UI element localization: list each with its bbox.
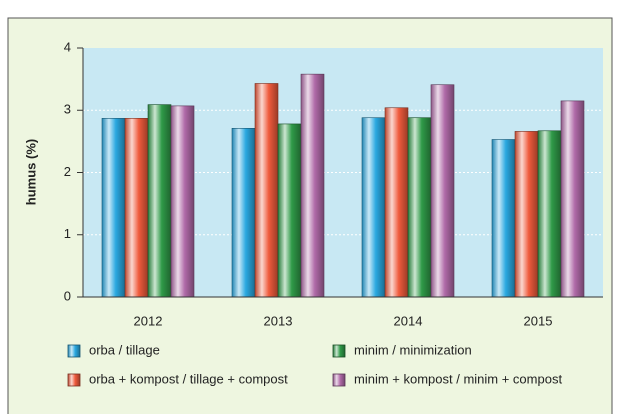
bar <box>300 73 325 298</box>
y-axis-label: humus (%) <box>23 139 38 205</box>
legend-swatch <box>332 344 346 358</box>
bar <box>147 104 172 298</box>
y-tick-label: 0 <box>64 288 71 303</box>
y-tick-label: 2 <box>64 164 71 179</box>
x-tick-label: 2012 <box>134 313 163 328</box>
x-tick-label: 2013 <box>264 313 293 328</box>
bar <box>101 118 126 298</box>
bar <box>491 139 516 298</box>
legend-label: orba / tillage <box>89 342 160 357</box>
legend-label: minim / minimization <box>354 342 472 357</box>
bar <box>430 84 455 298</box>
legend-label: minim + kompost / minim + compost <box>354 371 562 386</box>
x-tick-label: 2015 <box>524 313 553 328</box>
bar <box>254 83 279 298</box>
bar <box>514 131 539 298</box>
bar <box>231 128 256 298</box>
bar <box>537 130 562 298</box>
bar <box>560 100 585 298</box>
bar <box>170 105 195 298</box>
bar <box>407 117 432 298</box>
y-tick-label: 1 <box>64 226 71 241</box>
bar <box>384 107 409 298</box>
legend-swatch <box>67 373 81 387</box>
y-tick-label: 4 <box>64 39 71 54</box>
bar <box>361 117 386 298</box>
bar <box>277 123 302 298</box>
legend-label: orba + kompost / tillage + compost <box>89 371 288 386</box>
x-tick-label: 2014 <box>394 313 423 328</box>
bar <box>124 118 149 298</box>
legend-swatch <box>67 344 81 358</box>
legend-swatch <box>332 373 346 387</box>
y-tick-label: 3 <box>64 102 71 117</box>
